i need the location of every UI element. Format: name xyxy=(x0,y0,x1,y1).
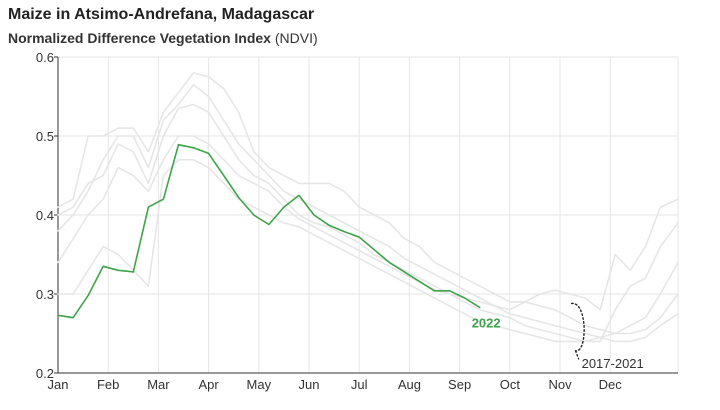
x-tick-label: Apr xyxy=(198,377,219,392)
x-tick-label: Dec xyxy=(599,377,623,392)
series-line-history xyxy=(57,83,679,343)
series-line-history xyxy=(57,158,679,343)
x-tick-label: Jan xyxy=(48,377,69,392)
series-line-history xyxy=(57,135,679,343)
y-tick-label: 0.4 xyxy=(36,208,54,223)
series-line-history xyxy=(57,72,679,335)
x-tick-label: Jun xyxy=(299,377,320,392)
series-line-2022 xyxy=(57,143,481,319)
series-label-2022: 2022 xyxy=(472,315,501,330)
subtitle-abbreviation: (NDVI) xyxy=(274,30,318,46)
axis-layer: 0.2 0.3 0.4 0.5 0.6 Jan Feb Mar Apr May Jun Jul Aug S… xyxy=(36,50,678,392)
range-label-2017-2021: 2017-2021 xyxy=(582,356,644,371)
x-tick-label: Sep xyxy=(448,377,471,392)
y-tick-label: 0.2 xyxy=(36,366,54,381)
range-bracket xyxy=(570,302,585,352)
chart-title: Maize in Atsimo-Andrefana, Madagascar xyxy=(8,6,315,23)
series-line-history xyxy=(57,103,679,311)
y-tick-label: 0.3 xyxy=(36,287,54,302)
series-layer xyxy=(57,72,679,343)
x-tick-label: Feb xyxy=(97,377,119,392)
label-layer: 2022 2017-2021 xyxy=(472,302,644,371)
chart-subtitle: Normalized Difference Vegetation Index (… xyxy=(8,30,318,46)
x-tick-label: Mar xyxy=(147,377,170,392)
x-tick-label: Aug xyxy=(398,377,421,392)
subtitle-index-name: Normalized Difference Vegetation Index xyxy=(8,30,271,46)
y-tick-label: 0.6 xyxy=(36,50,54,65)
x-tick-label: May xyxy=(247,377,272,392)
x-tick-label: Jul xyxy=(351,377,368,392)
x-tick-label: Nov xyxy=(548,377,572,392)
x-tick-label: Oct xyxy=(500,377,521,392)
range-bracket-leader xyxy=(574,350,580,360)
y-tick-label: 0.5 xyxy=(36,129,54,144)
